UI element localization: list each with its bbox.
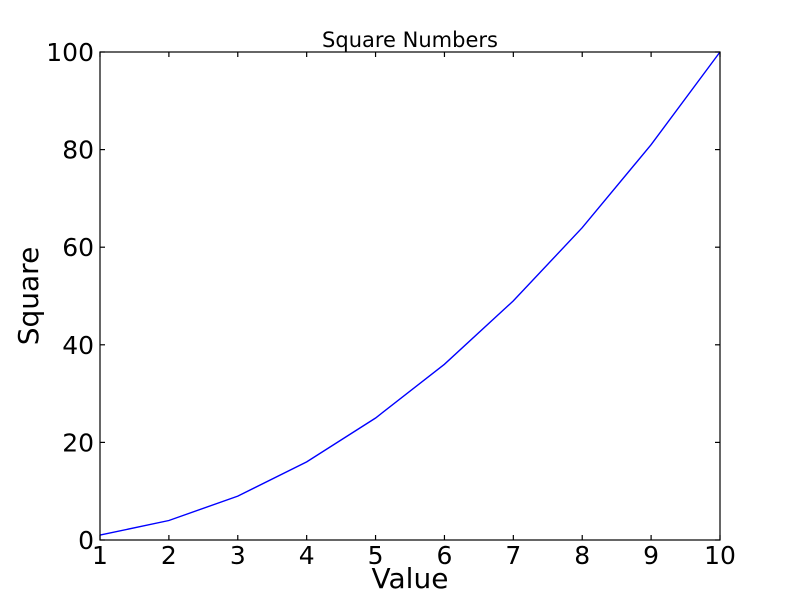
axes-frame (99, 51, 721, 541)
data-line (99, 51, 721, 536)
y-tick-label: 60 (62, 233, 94, 262)
y-tick-label: 80 (62, 136, 94, 165)
y-tick-label: 40 (62, 331, 94, 360)
x-tick-label: 9 (643, 541, 659, 570)
chart-title: Square Numbers (322, 28, 498, 52)
x-tick-label: 8 (574, 541, 590, 570)
x-tick-label: 1 (92, 541, 108, 570)
x-tick-label: 3 (230, 541, 246, 570)
x-tick-label: 5 (368, 541, 384, 570)
x-tick-label: 2 (161, 541, 177, 570)
y-tick-label: 20 (62, 428, 94, 457)
y-axis-label: Square (12, 247, 45, 346)
x-tick-label: 10 (704, 541, 736, 570)
x-tick-label: 7 (505, 541, 521, 570)
x-tick-label: 4 (299, 541, 315, 570)
x-tick-label: 6 (436, 541, 452, 570)
y-tick-label: 0 (78, 526, 94, 555)
y-tick-label: 100 (46, 38, 94, 67)
plot-area (100, 52, 720, 540)
x-axis-label: Value (372, 562, 449, 595)
